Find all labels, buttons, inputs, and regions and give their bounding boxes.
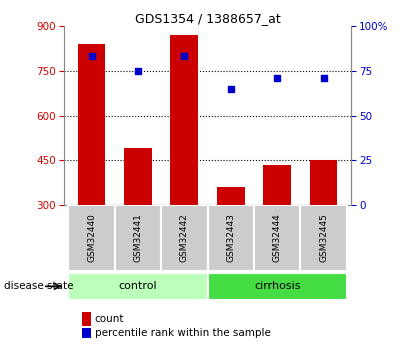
Point: [227, 86, 234, 91]
Bar: [68, 205, 115, 271]
Point: [181, 53, 188, 59]
Bar: [68, 273, 208, 300]
Bar: [124, 148, 152, 205]
Bar: [263, 165, 291, 205]
Point: [88, 53, 95, 59]
Point: [135, 68, 141, 73]
Title: GDS1354 / 1388657_at: GDS1354 / 1388657_at: [135, 12, 280, 25]
Text: cirrhosis: cirrhosis: [254, 282, 300, 291]
Text: GSM32441: GSM32441: [134, 214, 143, 263]
Bar: [300, 205, 347, 271]
Bar: [217, 187, 245, 205]
Text: GSM32442: GSM32442: [180, 214, 189, 263]
Text: percentile rank within the sample: percentile rank within the sample: [95, 328, 270, 338]
Text: GSM32440: GSM32440: [87, 214, 96, 263]
Text: GSM32443: GSM32443: [226, 214, 235, 263]
Bar: [208, 205, 254, 271]
Text: GSM32444: GSM32444: [272, 214, 282, 263]
Bar: [208, 273, 347, 300]
Bar: [115, 205, 161, 271]
Text: disease state: disease state: [4, 282, 74, 291]
Bar: [161, 205, 208, 271]
Point: [320, 75, 327, 81]
Text: GSM32445: GSM32445: [319, 214, 328, 263]
Bar: [171, 35, 198, 205]
Bar: [254, 205, 300, 271]
Point: [274, 75, 280, 81]
Text: count: count: [95, 315, 124, 324]
Bar: [78, 44, 106, 205]
Text: control: control: [119, 282, 157, 291]
Bar: [309, 160, 337, 205]
